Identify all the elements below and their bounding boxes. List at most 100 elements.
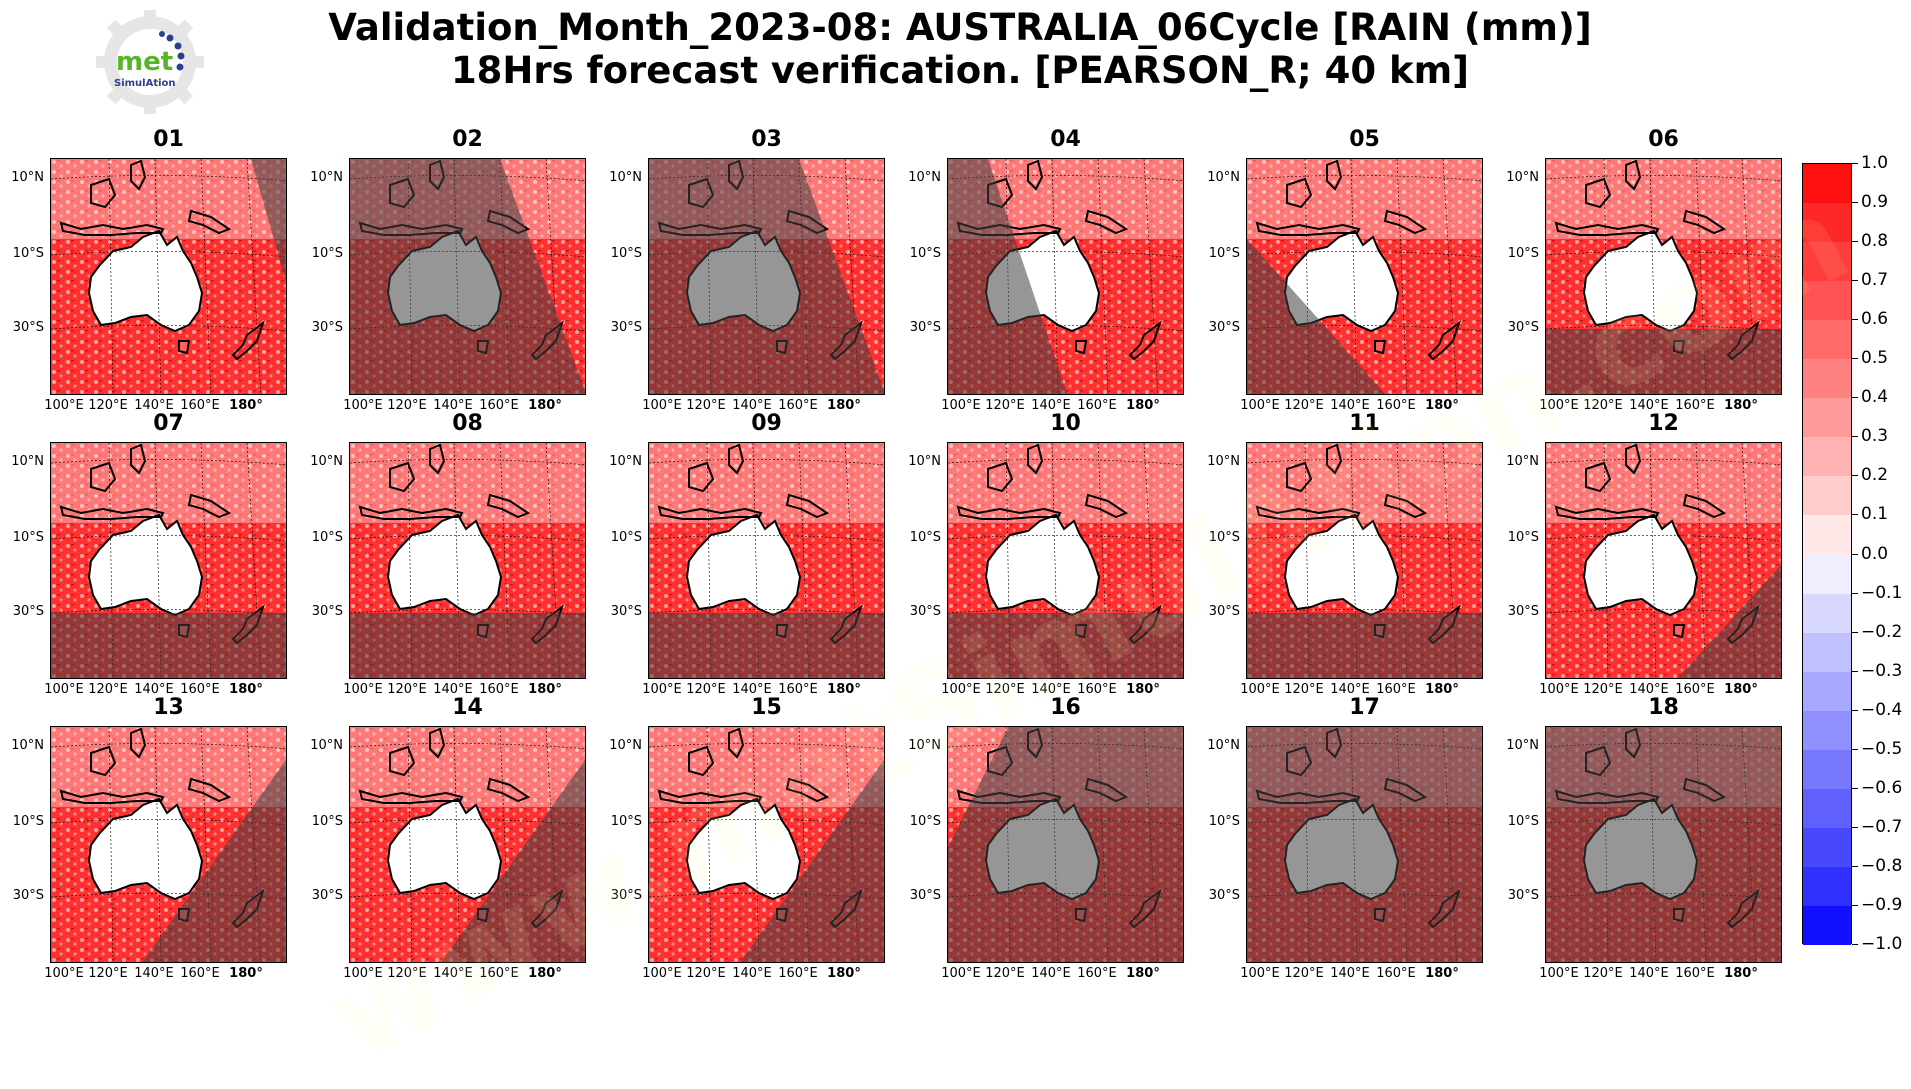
colorbar-tick <box>1852 865 1858 867</box>
correlation-map <box>1246 442 1483 679</box>
panel-title: 08 <box>452 411 483 436</box>
colorbar-segment <box>1803 710 1851 751</box>
latitude-label: 10°N <box>310 738 343 753</box>
longitude-label: 120°E <box>1284 398 1324 413</box>
longitude-label: 180° <box>827 398 861 413</box>
latitude-label: 10°S <box>1507 530 1539 545</box>
longitude-label: 100°E <box>44 682 84 697</box>
colorbar-tick-label: 0.3 <box>1861 426 1889 447</box>
correlation-map <box>349 726 586 963</box>
map-panel: 05 10°N 10°S 30°S 100°E 120°E 140°E 160°E 180° <box>1207 127 1483 413</box>
longitude-label: 180° <box>528 966 562 981</box>
colorbar-tick-label: −0.1 <box>1861 582 1903 603</box>
latitude-label: 30°S <box>1208 604 1240 619</box>
latitude-label: 30°S <box>909 888 941 903</box>
longitude-label: 120°E <box>985 682 1025 697</box>
panel-title: 15 <box>751 695 782 720</box>
panel-title: 14 <box>452 695 483 720</box>
longitude-label: 100°E <box>44 966 84 981</box>
panel-title: 16 <box>1050 695 1081 720</box>
longitude-label: 160°E <box>479 966 519 981</box>
colorbar-tick <box>1852 358 1858 360</box>
longitude-label: 140°E <box>1330 682 1370 697</box>
correlation-map <box>1246 158 1483 395</box>
longitude-label: 100°E <box>1240 398 1280 413</box>
map-panel: 16 10°N 10°S 30°S 100°E 120°E 140°E 160°E 180° <box>908 695 1184 981</box>
colorbar-tick-label: −1.0 <box>1861 934 1903 954</box>
latitude-label: 30°S <box>12 604 44 619</box>
colorbar-segment <box>1803 476 1851 516</box>
longitude-label: 140°E <box>134 682 174 697</box>
latitude-label: 10°S <box>1507 246 1539 261</box>
latitude-label: 30°S <box>12 320 44 335</box>
longitude-label: 120°E <box>1583 682 1623 697</box>
colorbar-tick-label: 1.0 <box>1861 153 1889 173</box>
longitude-label: 140°E <box>1629 682 1669 697</box>
longitude-label: 120°E <box>387 966 427 981</box>
longitude-label: 180° <box>1724 398 1758 413</box>
latitude-label: 10°N <box>609 738 642 753</box>
longitude-label: 180° <box>528 682 562 697</box>
panel-title: 06 <box>1648 127 1679 152</box>
longitude-label: 180° <box>1425 682 1459 697</box>
longitude-label: 100°E <box>1240 966 1280 981</box>
colorbar-segment <box>1803 437 1851 477</box>
colorbar-tick-label: −0.9 <box>1861 894 1903 915</box>
colorbar-tick <box>1852 670 1858 672</box>
correlation-map <box>50 442 287 679</box>
longitude-label: 120°E <box>387 398 427 413</box>
colorbar-tick-label: −0.5 <box>1861 738 1903 759</box>
longitude-label: 140°E <box>1031 682 1071 697</box>
colorbar-tick-label: 0.5 <box>1861 348 1889 369</box>
longitude-label: 100°E <box>343 966 383 981</box>
map-panel: 12 10°N 10°S 30°S 100°E 120°E 140°E 160°E 180° <box>1506 411 1782 697</box>
colorbar-tick-label: 0.7 <box>1861 270 1889 291</box>
colorbar-segment <box>1803 866 1851 907</box>
latitude-label: 10°S <box>1507 814 1539 829</box>
latitude-label: 30°S <box>1208 320 1240 335</box>
colorbar-segment <box>1803 281 1851 321</box>
title-line-1: Validation_Month_2023-08: AUSTRALIA_06Cy… <box>328 6 1592 49</box>
longitude-label: 140°E <box>433 682 473 697</box>
longitude-label: 120°E <box>686 966 726 981</box>
panel-title: 03 <box>751 127 782 152</box>
latitude-label: 30°S <box>610 888 642 903</box>
map-panel: 08 10°N 10°S 30°S 100°E 120°E 140°E 160°E 180° <box>310 411 586 697</box>
longitude-label: 120°E <box>1583 966 1623 981</box>
latitude-label: 10°N <box>908 170 941 185</box>
longitude-label: 180° <box>1126 682 1160 697</box>
correlation-map <box>349 442 586 679</box>
latitude-label: 10°S <box>610 814 642 829</box>
map-panel: 03 10°N 10°S 30°S 100°E 120°E 140°E 160°E 180° <box>609 127 885 413</box>
longitude-label: 140°E <box>732 682 772 697</box>
correlation-map <box>1545 442 1782 679</box>
colorbar-tick <box>1852 202 1858 204</box>
latitude-label: 30°S <box>1208 888 1240 903</box>
latitude-label: 10°N <box>310 454 343 469</box>
latitude-label: 30°S <box>909 604 941 619</box>
longitude-label: 160°E <box>1675 966 1715 981</box>
longitude-label: 120°E <box>686 398 726 413</box>
colorbar-segment <box>1803 398 1851 438</box>
longitude-label: 180° <box>827 682 861 697</box>
longitude-label: 160°E <box>1376 966 1416 981</box>
latitude-label: 10°S <box>311 814 343 829</box>
longitude-label: 180° <box>1126 398 1160 413</box>
map-panel: 15 10°N 10°S 30°S 100°E 120°E 140°E 160°E 180° <box>609 695 885 981</box>
longitude-label: 140°E <box>1629 398 1669 413</box>
colorbar-tick-label: 0.9 <box>1861 192 1889 213</box>
correlation-map <box>50 726 287 963</box>
panel-title: 10 <box>1050 411 1081 436</box>
latitude-label: 10°S <box>1208 530 1240 545</box>
longitude-label: 160°E <box>1077 682 1117 697</box>
latitude-label: 10°N <box>1506 738 1539 753</box>
latitude-label: 10°S <box>909 814 941 829</box>
panel-title: 07 <box>153 411 184 436</box>
longitude-label: 140°E <box>1330 966 1370 981</box>
figure-title: Validation_Month_2023-08: AUSTRALIA_06Cy… <box>300 6 1620 92</box>
colorbar-tick-label: −0.4 <box>1861 699 1903 720</box>
colorbar <box>1802 163 1852 946</box>
correlation-map <box>1246 726 1483 963</box>
colorbar-tick-label: 0.2 <box>1861 465 1889 486</box>
panel-title: 02 <box>452 127 483 152</box>
